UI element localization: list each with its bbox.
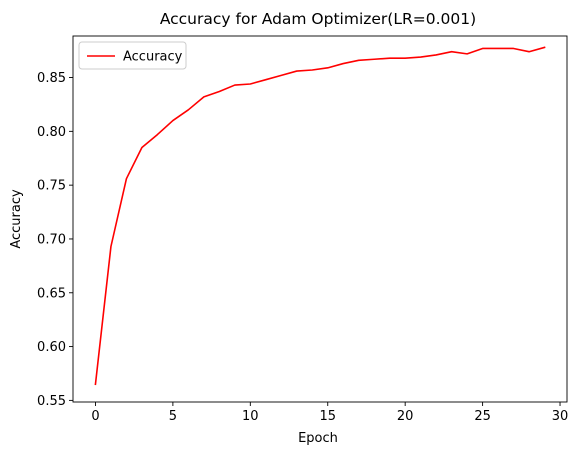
x-tick-label: 30	[552, 409, 569, 424]
x-tick-label: 15	[319, 409, 336, 424]
y-tick-label: 0.80	[37, 125, 66, 140]
y-tick-label: 0.85	[37, 71, 66, 86]
y-tick-label: 0.65	[37, 286, 66, 301]
x-tick-label: 10	[242, 409, 259, 424]
y-tick-label: 0.55	[37, 394, 66, 409]
legend: Accuracy	[79, 42, 186, 69]
y-axis-label: Accuracy	[9, 189, 24, 249]
x-tick-label: 5	[169, 409, 177, 424]
x-axis-label: Epoch	[298, 431, 338, 446]
y-tick-label: 0.60	[37, 340, 66, 355]
x-tick-label: 20	[397, 409, 414, 424]
y-tick-label: 0.70	[37, 232, 66, 247]
y-tick-label: 0.75	[37, 179, 66, 194]
legend-label: Accuracy	[123, 50, 183, 65]
x-tick-label: 25	[474, 409, 491, 424]
x-tick-label: 0	[91, 409, 99, 424]
chart-title: Accuracy for Adam Optimizer(LR=0.001)	[160, 10, 476, 28]
